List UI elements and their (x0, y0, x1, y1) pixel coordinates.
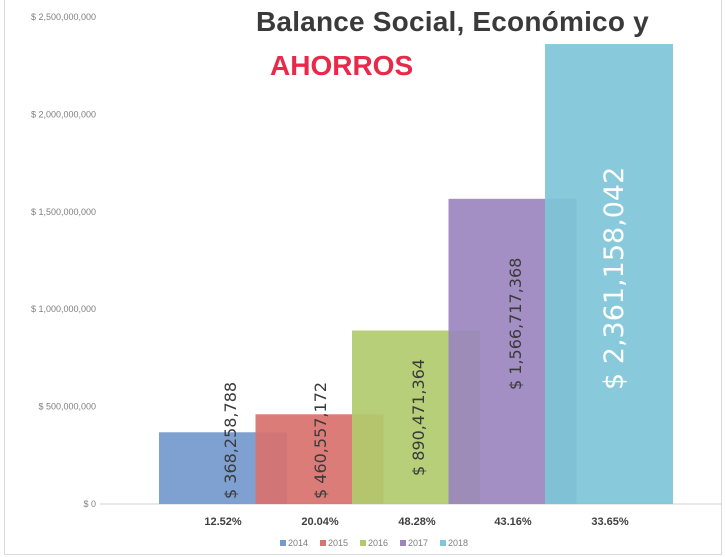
bar-value-label: $ 890,471,364 (409, 359, 428, 476)
legend-entry: 2018 (448, 538, 468, 548)
chart-subtitle: AHORROS (270, 50, 414, 81)
bar-value-label: $ 460,557,172 (311, 382, 330, 499)
legend-entry: 2016 (368, 538, 388, 548)
legend-swatch (360, 540, 366, 546)
chart-frame (4, 0, 722, 555)
growth-percent-labels: 12.52% 20.04% 48.28% 43.16% 33.65% (204, 516, 629, 528)
y-tick-label: $ 0 (83, 499, 96, 509)
bar-value-label: $ 1,566,717,368 (506, 258, 525, 390)
growth-label: 20.04% (301, 516, 339, 528)
y-tick-label: $ 1,500,000,000 (31, 207, 96, 217)
bars-group (159, 44, 673, 504)
legend-entry: 2015 (328, 538, 348, 548)
y-tick-label: $ 1,000,000,000 (31, 304, 96, 314)
y-tick-label: $ 2,500,000,000 (31, 12, 96, 22)
legend-swatch (400, 540, 406, 546)
y-tick-label: $ 500,000,000 (38, 402, 96, 412)
bar-value-labels: $ 368,258,788 $ 460,557,172 $ 890,471,364 $… (221, 167, 630, 499)
legend-entry: 2017 (408, 538, 428, 548)
legend-swatch (320, 540, 326, 546)
legend-swatch (280, 540, 286, 546)
growth-label: 43.16% (494, 516, 532, 528)
y-tick-label: $ 2,000,000,000 (31, 109, 96, 119)
growth-label: 48.28% (398, 516, 436, 528)
growth-label: 12.52% (204, 516, 242, 528)
y-axis-ticks: $ 0 $ 500,000,000 $ 1,000,000,000 $ 1,500,0… (31, 12, 96, 509)
bar-value-label: $ 2,361,158,042 (599, 167, 630, 390)
legend: 2014 2015 2016 2017 2018 (280, 538, 468, 548)
chart-title: Balance Social, Económico y (256, 6, 649, 37)
growth-label: 33.65% (591, 516, 629, 528)
legend-swatch (440, 540, 446, 546)
legend-entry: 2014 (288, 538, 308, 548)
bar-value-label: $ 368,258,788 (221, 382, 240, 499)
bar-2018 (545, 44, 673, 504)
